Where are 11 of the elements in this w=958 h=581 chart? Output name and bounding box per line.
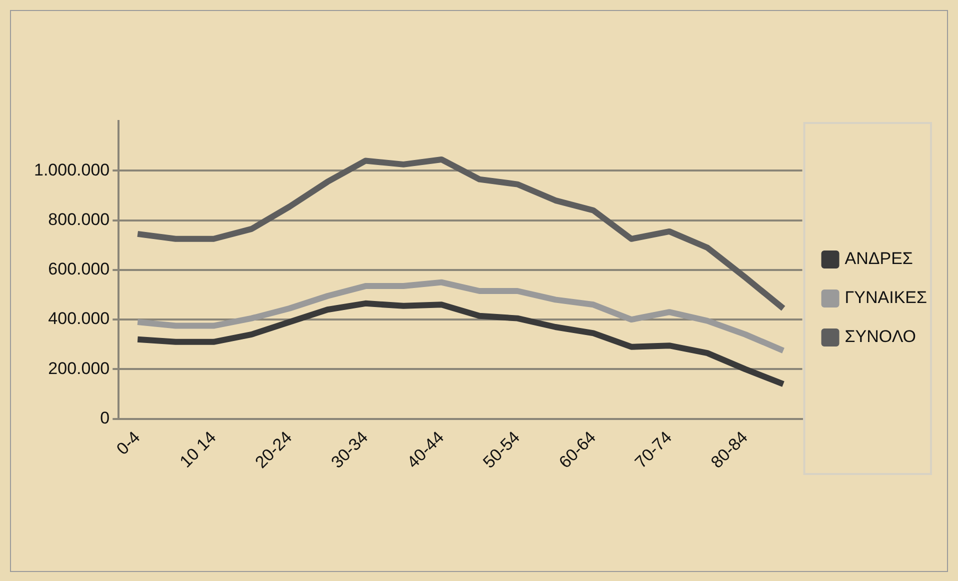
y-tick-label: 200.000 [48,358,110,378]
y-tick-label: 400.000 [48,309,110,328]
y-tick-label: 1.000.000 [34,160,110,180]
x-tick-label: 0-4 [112,428,144,459]
y-tick-label: 0 [100,408,110,428]
y-tick-label: 800.000 [48,210,110,229]
legend-label: ΑΝΔΡΕΣ [844,249,913,268]
x-tick-label: 10 14 [176,428,220,472]
legend-label: ΣΥΝΟΛΟ [844,327,916,346]
legend-label: ΓΥΝΑΙΚΕΣ [844,288,928,308]
y-tick-label: 600.000 [48,260,110,279]
